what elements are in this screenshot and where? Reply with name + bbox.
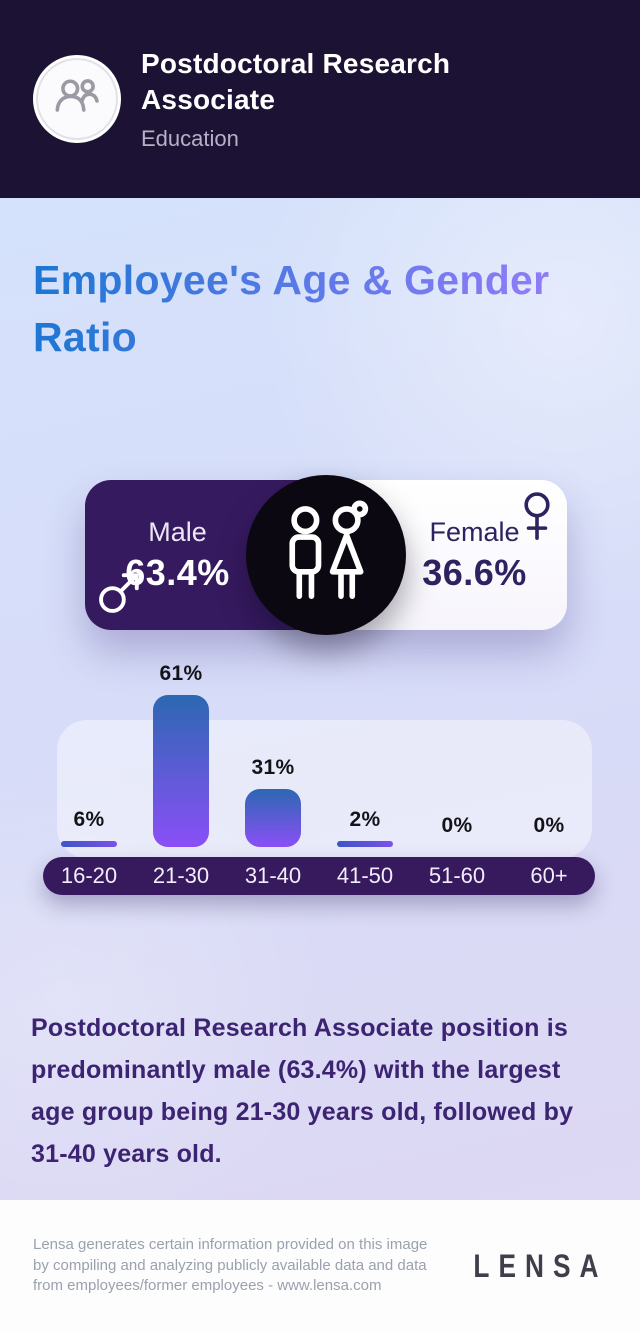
- disclaimer-text: Lensa generates certain information prov…: [33, 1236, 428, 1295]
- header: Postdoctoral Research Associate Educatio…: [0, 0, 640, 198]
- avatar: [33, 55, 121, 143]
- bar-value-label: 6%: [73, 808, 105, 831]
- footer: Lensa generates certain information prov…: [0, 1200, 640, 1332]
- bar-column: 61%: [135, 662, 227, 847]
- bar-column: 31%: [227, 756, 319, 847]
- axis-category-label: 41-50: [336, 863, 394, 888]
- job-title: Postdoctoral Research Associate: [141, 48, 451, 115]
- man-woman-badge: [246, 475, 406, 635]
- axis-category-label: 51-60: [428, 863, 486, 888]
- axis-category-label: 60+: [530, 863, 568, 888]
- body: Employee's Age & Gender Ratio Male 63.4%…: [0, 198, 640, 1200]
- bar-value-label: 61%: [159, 662, 203, 685]
- bar-value-label: 0%: [441, 814, 473, 837]
- male-label: Male: [148, 516, 207, 547]
- axis-category-label: 31-40: [244, 863, 302, 888]
- summary-text: Postdoctoral Research Associate position…: [31, 1014, 574, 1168]
- axis-category-label: 16-20: [60, 863, 118, 888]
- job-category: Education: [141, 126, 239, 151]
- female-percentage: 36.6%: [422, 551, 527, 593]
- bar: [245, 789, 301, 847]
- bar: [61, 841, 117, 847]
- male-percentage: 63.4%: [125, 551, 230, 593]
- gender-ratio-card: Male 63.4% Female 36.6%: [85, 475, 567, 635]
- bar: [153, 695, 209, 847]
- bar-column: 6%: [43, 808, 135, 847]
- bar-column: 2%: [319, 808, 411, 847]
- axis-category-label: 21-30: [152, 863, 210, 888]
- bar: [337, 841, 393, 847]
- man-woman-icon: [251, 478, 401, 633]
- bar-value-label: 2%: [349, 808, 381, 831]
- age-distribution-chart: 6% 61% 31% 2% 0% 0% 16-20 21-30 31-40 41-50 51-60…: [24, 640, 616, 895]
- chart-background-panel: [57, 720, 592, 858]
- people-icon: [50, 70, 104, 129]
- female-symbol-icon: [519, 490, 555, 549]
- bar-value-label: 0%: [533, 814, 565, 837]
- axis-pill: 16-20 21-30 31-40 41-50 51-60 60+: [43, 857, 595, 895]
- male-symbol-icon: [94, 566, 146, 623]
- bar-column: 0%: [503, 814, 595, 847]
- page-title: Employee's Age & Gender Ratio: [33, 252, 607, 366]
- bars-row: 6% 61% 31% 2% 0% 0%: [43, 662, 595, 847]
- bar-column: 0%: [411, 814, 503, 847]
- bar-value-label: 31%: [251, 756, 295, 779]
- lensa-logo: LENSA: [472, 1247, 607, 1284]
- female-label: Female: [429, 516, 520, 547]
- header-text: Postdoctoral Research Associate Educatio…: [141, 46, 511, 152]
